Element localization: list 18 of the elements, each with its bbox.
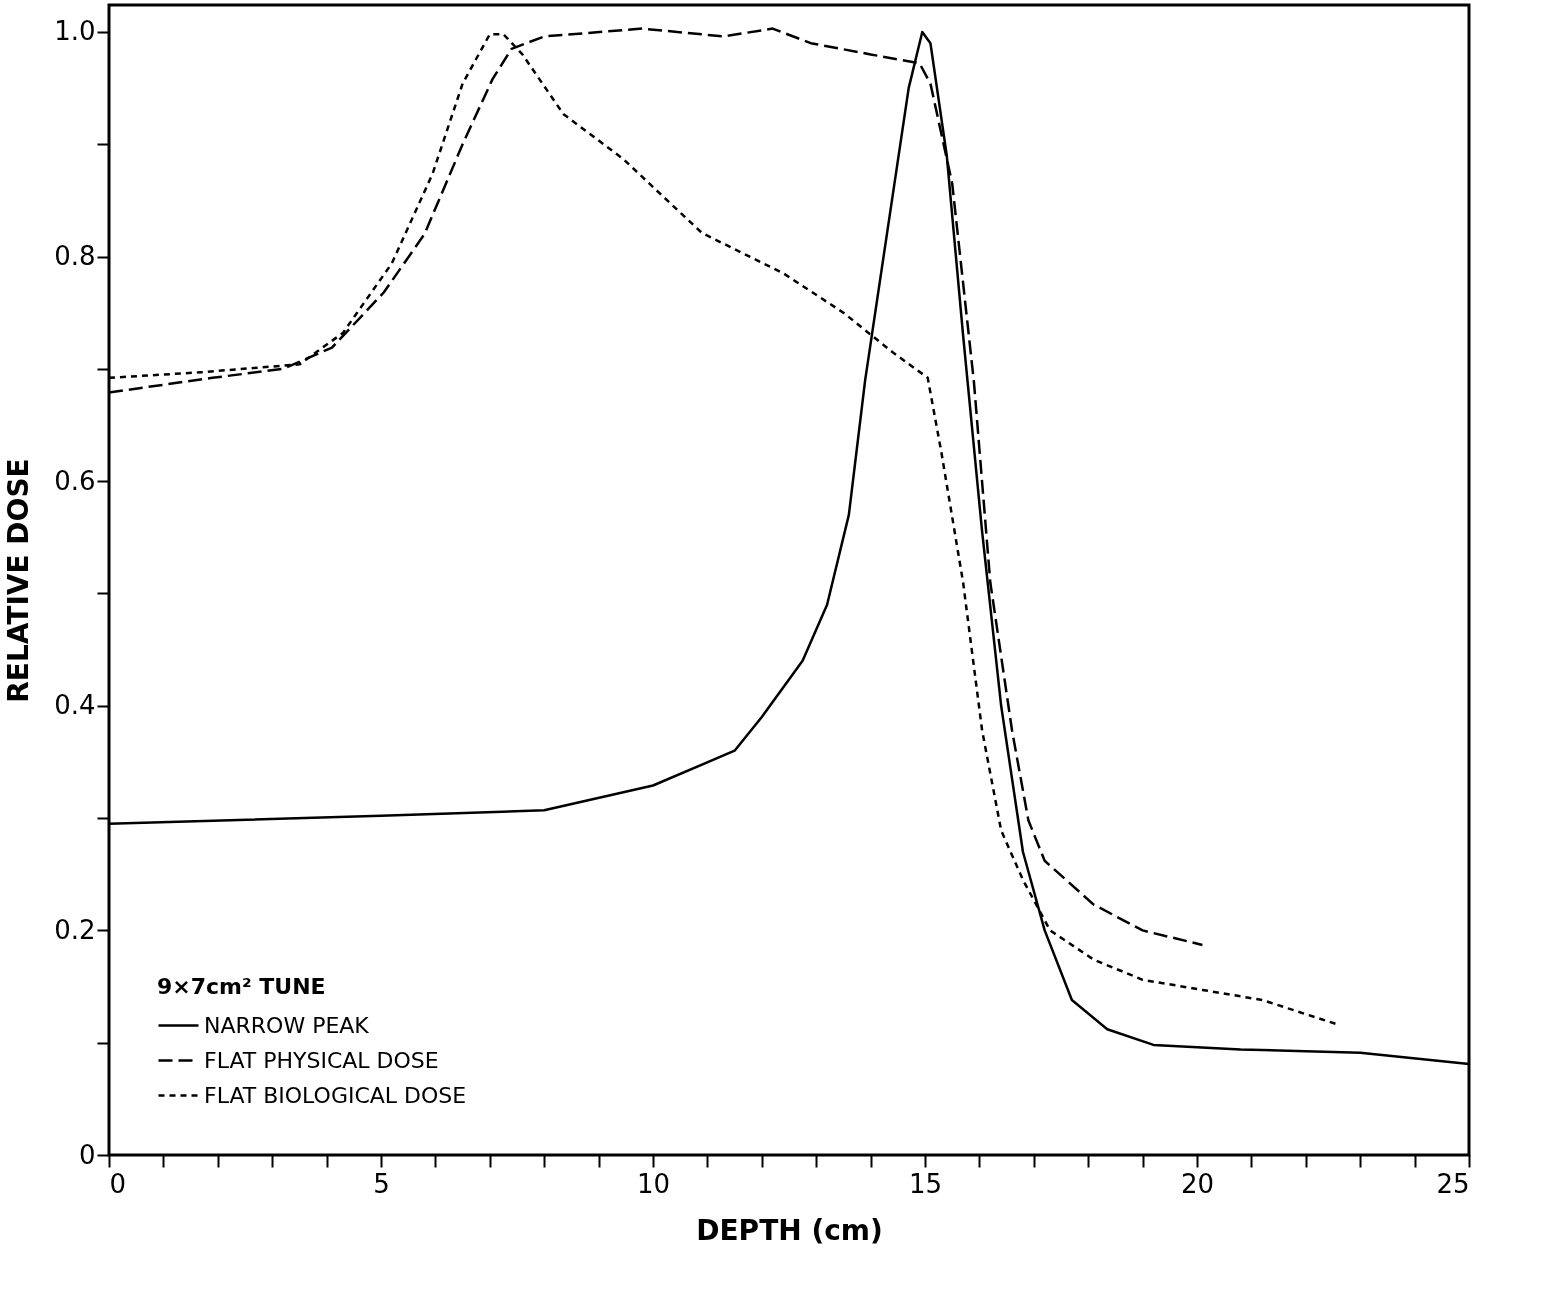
- x-tick-label: 20: [1180, 1168, 1215, 1199]
- x-axis-title: DEPTH (cm): [696, 1213, 883, 1247]
- legend-label: FLAT BIOLOGICAL DOSE: [204, 1082, 467, 1108]
- y-tick-label: 0.6: [54, 465, 96, 496]
- legend-title: 9×7cm² TUNE: [157, 974, 326, 999]
- y-tick-label: 1.0: [54, 16, 96, 47]
- legend-label: FLAT PHYSICAL DOSE: [204, 1047, 439, 1073]
- x-tick-label: 15: [908, 1168, 943, 1199]
- x-tick-label: 5: [373, 1168, 390, 1199]
- y-tick-label: 0.4: [54, 690, 96, 721]
- x-tick-label: 10: [636, 1168, 671, 1199]
- x-tick-label: 0: [109, 1168, 127, 1199]
- y-axis-title: RELATIVE DOSE: [2, 458, 36, 703]
- y-tick-label: 0.2: [54, 914, 96, 945]
- x-tick-label: 25: [1436, 1168, 1470, 1199]
- y-tick-label: 0.8: [54, 241, 96, 272]
- y-tick-label: 0: [78, 1139, 96, 1170]
- legend-label: NARROW PEAK: [204, 1012, 370, 1038]
